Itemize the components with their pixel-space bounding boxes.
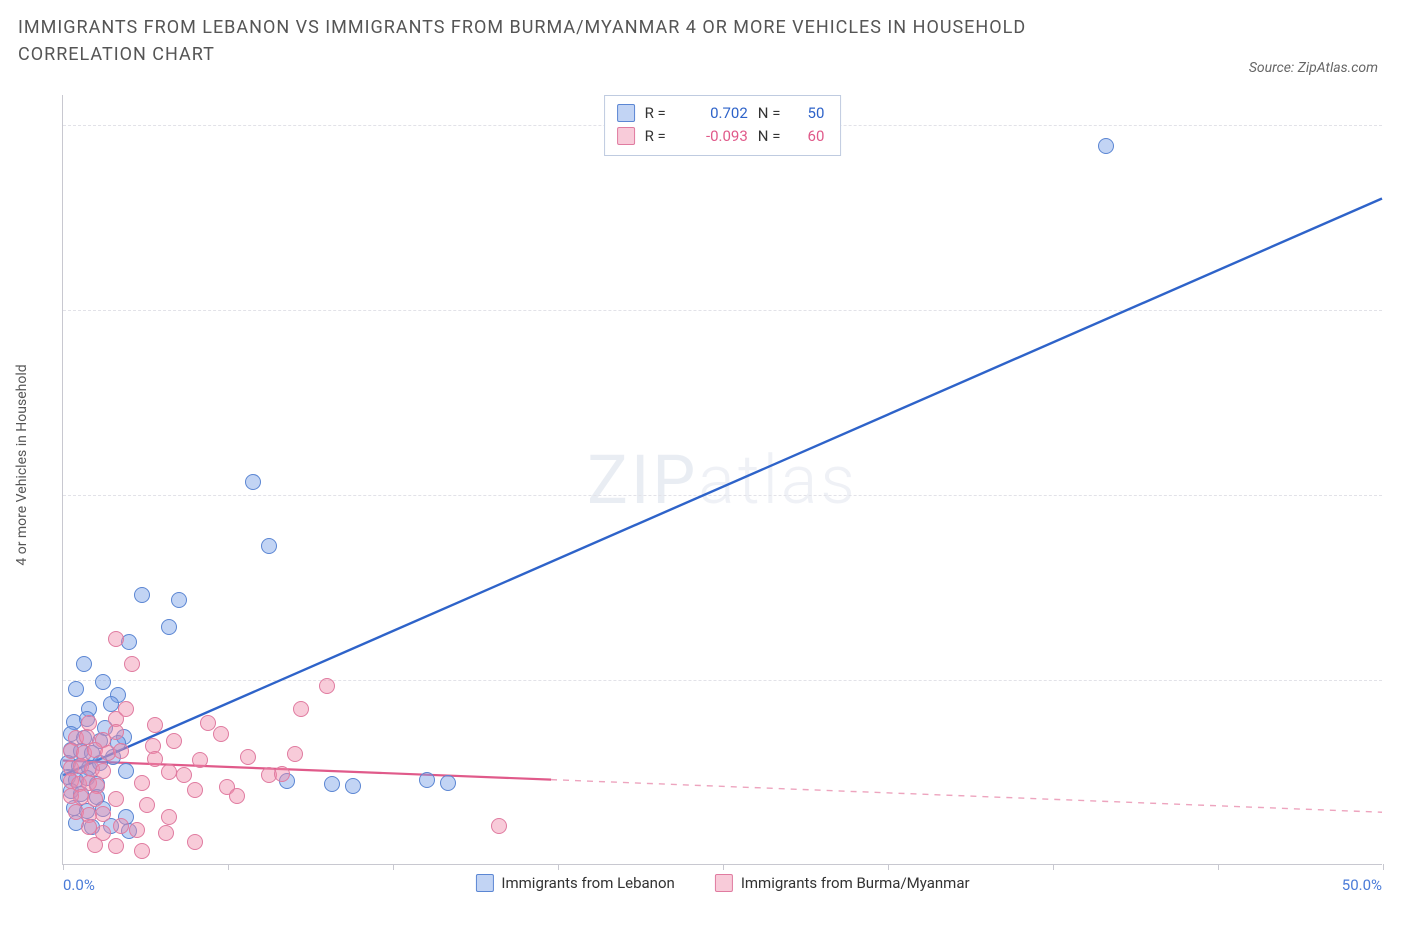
data-point: [187, 782, 203, 798]
y-tick-label: 12.5%: [1390, 671, 1406, 689]
data-point: [87, 791, 103, 807]
r-label: R =: [645, 102, 666, 125]
swatch-lebanon: [617, 104, 635, 122]
x-tick-mark: [228, 864, 229, 870]
data-point: [134, 775, 150, 791]
data-point: [113, 743, 129, 759]
data-point: [147, 717, 163, 733]
legend-item-lebanon: Immigrants from Lebanon: [475, 874, 674, 892]
gridline: [63, 680, 1382, 681]
data-point: [440, 775, 456, 791]
x-tick-mark: [723, 864, 724, 870]
data-point: [161, 619, 177, 635]
x-tick-mark: [1053, 864, 1054, 870]
watermark-thin: atlas: [698, 440, 858, 520]
x-tick-origin: 0.0%: [63, 876, 95, 894]
data-point: [118, 763, 134, 779]
data-point: [192, 752, 208, 768]
data-point: [319, 678, 335, 694]
data-point: [187, 834, 203, 850]
data-point: [87, 837, 103, 853]
x-tick-mark: [63, 864, 64, 870]
y-axis-label: 4 or more Vehicles in Household: [14, 364, 30, 565]
data-point: [118, 701, 134, 717]
data-point: [124, 656, 140, 672]
data-point: [161, 809, 177, 825]
data-point: [240, 749, 256, 765]
x-tick-mark: [558, 864, 559, 870]
r-value-lebanon: 0.702: [676, 102, 748, 125]
data-point: [491, 818, 507, 834]
data-point: [95, 806, 111, 822]
watermark-bold: ZIP: [587, 440, 698, 520]
stats-row-burma: R = -0.093 N = 60: [617, 125, 825, 148]
data-point: [245, 474, 261, 490]
legend-item-burma: Immigrants from Burma/Myanmar: [715, 874, 970, 892]
y-tick-label: 37.5%: [1390, 301, 1406, 319]
data-point: [324, 776, 340, 792]
x-tick-end: 50.0%: [1342, 876, 1382, 894]
gridline: [63, 310, 1382, 311]
data-point: [345, 778, 361, 794]
data-point: [274, 766, 290, 782]
data-point: [261, 538, 277, 554]
x-tick-mark: [1218, 864, 1219, 870]
data-point: [95, 763, 111, 779]
data-point: [76, 656, 92, 672]
data-point: [1098, 138, 1114, 154]
data-point: [108, 724, 124, 740]
gridline: [63, 495, 1382, 496]
data-point: [213, 726, 229, 742]
chart-plot-area: ZIPatlas 12.5%25.0%37.5%50.0% R = 0.702 …: [62, 95, 1382, 865]
x-tick-mark: [888, 864, 889, 870]
stats-row-lebanon: R = 0.702 N = 50: [617, 102, 825, 125]
r-label: R =: [645, 125, 666, 148]
data-point: [95, 674, 111, 690]
legend-label-burma: Immigrants from Burma/Myanmar: [741, 874, 970, 892]
data-point: [139, 797, 155, 813]
data-point: [176, 767, 192, 783]
data-point: [287, 746, 303, 762]
watermark: ZIPatlas: [587, 440, 858, 520]
data-point: [158, 825, 174, 841]
r-value-burma: -0.093: [676, 125, 748, 148]
x-tick-mark: [393, 864, 394, 870]
legend-label-lebanon: Immigrants from Lebanon: [501, 874, 674, 892]
swatch-burma: [617, 127, 635, 145]
swatch-lebanon: [475, 874, 493, 892]
data-point: [108, 838, 124, 854]
y-tick-label: 50.0%: [1390, 116, 1406, 134]
data-point: [134, 843, 150, 859]
data-point: [166, 733, 182, 749]
correlation-stats-box: R = 0.702 N = 50 R = -0.093 N = 60: [604, 95, 842, 156]
data-point: [171, 592, 187, 608]
data-point: [161, 764, 177, 780]
x-tick-mark: [1383, 864, 1384, 870]
data-point: [293, 701, 309, 717]
data-point: [108, 631, 124, 647]
source-attribution: Source: ZipAtlas.com: [1249, 60, 1378, 76]
data-point: [108, 791, 124, 807]
swatch-burma: [715, 874, 733, 892]
data-point: [103, 696, 119, 712]
n-label: N =: [758, 125, 781, 148]
data-point: [229, 788, 245, 804]
data-point: [129, 822, 145, 838]
n-value-lebanon: 50: [790, 102, 824, 125]
y-tick-label: 25.0%: [1390, 486, 1406, 504]
data-point: [147, 751, 163, 767]
data-point: [68, 681, 84, 697]
data-point: [419, 772, 435, 788]
n-label: N =: [758, 102, 781, 125]
n-value-burma: 60: [790, 125, 824, 148]
data-point: [113, 818, 129, 834]
chart-title: IMMIGRANTS FROM LEBANON VS IMMIGRANTS FR…: [18, 14, 1126, 68]
legend: Immigrants from Lebanon Immigrants from …: [475, 874, 969, 892]
data-point: [134, 587, 150, 603]
